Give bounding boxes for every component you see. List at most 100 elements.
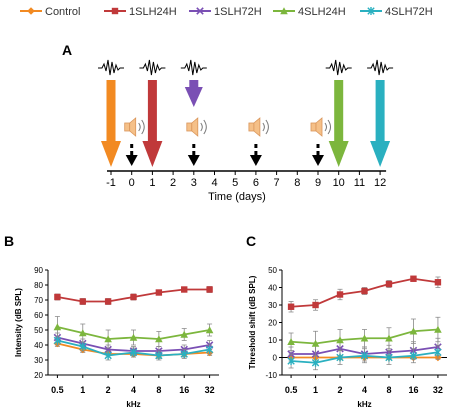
chart-b-intensity: 20 30 40 50 60 70 80 90 0.5 1 2 4 8 16 32 kHz Intensity … [14, 266, 219, 409]
y-tick-label: 50 [268, 266, 277, 275]
data-point [129, 333, 138, 341]
data-point [287, 303, 295, 310]
x-tick-label: 4 [131, 385, 136, 395]
abr-arrow-head [370, 141, 391, 167]
data-point [104, 298, 112, 305]
speaker-icon [129, 117, 137, 137]
data-point [79, 342, 87, 351]
abr-arrow-shaft [189, 80, 199, 87]
waveform-icon [98, 59, 124, 76]
y-tick-label: 60 [34, 311, 43, 320]
panel-label-c: C [246, 233, 256, 249]
speaker-icon [253, 117, 261, 137]
data-point [155, 351, 163, 360]
legend-label-5: 4SLH72H [385, 6, 433, 18]
data-point [385, 353, 393, 362]
data-point [206, 286, 213, 293]
timeline-tick-label-11: 10 [333, 177, 345, 189]
abr-arrow-shaft [147, 80, 157, 141]
x-tick-label: 16 [408, 385, 418, 395]
timeline-tick-label-2: 1 [149, 177, 155, 189]
x-tick-label: 2 [106, 385, 111, 395]
data-point [129, 348, 138, 357]
data-point [180, 330, 189, 338]
legend-label-3: 1SLH72H [214, 6, 262, 18]
y-tick-label: 40 [268, 284, 277, 293]
abr-arrow-head [142, 141, 163, 167]
data-point [336, 353, 344, 362]
timeline-tick-label-12: 11 [354, 177, 365, 189]
x-tick-label: 0.5 [51, 385, 64, 395]
panel-label-b: B [4, 233, 14, 249]
data-point [409, 351, 418, 360]
y-tick-label: 70 [34, 296, 43, 305]
legend-marker-1 [27, 7, 35, 15]
sound-wave-icon [324, 119, 331, 135]
x-tick-label: 2 [338, 385, 343, 395]
x-tick-label: 1 [80, 385, 85, 395]
dashed-arrow-head [125, 155, 138, 166]
data-point [53, 323, 62, 331]
data-point [104, 345, 112, 354]
data-point [434, 325, 442, 333]
data-point [205, 326, 214, 334]
data-point [181, 286, 188, 293]
y-tick-label: 80 [34, 281, 43, 290]
speaker-icon [315, 117, 323, 137]
x-tick-label: 0.5 [285, 385, 298, 395]
x-axis-label: kHz [357, 400, 371, 409]
abr-arrow-shaft [106, 80, 116, 141]
dashed-arrow-head [249, 155, 262, 166]
data-point [410, 275, 417, 282]
speaker-icon [124, 122, 131, 132]
data-point [385, 280, 393, 288]
y-tick-label: 30 [34, 356, 43, 365]
timeline-x-axis-label: Time (days) [208, 191, 266, 203]
y-tick-label: 10 [268, 336, 277, 345]
abr-arrow-shaft [334, 80, 344, 141]
timeline-tick-label-1: 0 [129, 177, 135, 189]
abr-arrow-head [328, 141, 349, 167]
data-point [104, 335, 112, 343]
legend-marker-5 [367, 7, 375, 15]
data-point [311, 358, 320, 367]
x-axis-label: kHz [126, 400, 140, 409]
dashed-arrow-head [312, 155, 324, 166]
timeline-tick-label-8: 7 [274, 177, 280, 189]
timeline-tick-label-13: 12 [374, 177, 386, 189]
y-tick-label: 40 [34, 341, 43, 350]
dashed-arrow-head [187, 155, 200, 166]
timeline-panel: -1 0 1 2 3 4 5 6 7 8 9 10 11 12 [98, 59, 394, 189]
waveform-icon [139, 59, 166, 76]
timeline-tick-label-10: 9 [315, 177, 321, 189]
legend-marker-4 [280, 7, 288, 15]
speaker-icon [191, 117, 199, 137]
data-point [53, 336, 62, 345]
data-point [434, 279, 442, 286]
speaker-icon [248, 122, 255, 132]
sound-wave-icon [138, 119, 145, 135]
data-point [205, 345, 214, 354]
x-tick-label: 1 [313, 385, 318, 395]
data-point [409, 327, 418, 335]
timeline-tick-label-9: 8 [294, 177, 300, 189]
speaker-icon [186, 122, 193, 132]
timeline-tick-label-4: 3 [191, 177, 197, 189]
legend-label-4: 4SLH24H [298, 6, 346, 18]
sound-wave-icon [262, 119, 269, 135]
data-point [155, 335, 163, 343]
x-tick-label: 16 [179, 385, 189, 395]
data-point [287, 337, 295, 345]
x-tick-label: 8 [386, 385, 391, 395]
x-tick-label: 32 [205, 385, 215, 395]
data-point [287, 357, 295, 365]
legend-marker-3 [196, 7, 204, 15]
data-point [180, 350, 188, 358]
data-point [311, 339, 320, 347]
data-point [434, 348, 442, 357]
legend-label-2: 1SLH24H [129, 6, 177, 18]
x-tick-label: 8 [156, 385, 161, 395]
timeline-tick-label-6: 5 [232, 177, 238, 189]
abr-arrow-shaft [375, 80, 385, 141]
